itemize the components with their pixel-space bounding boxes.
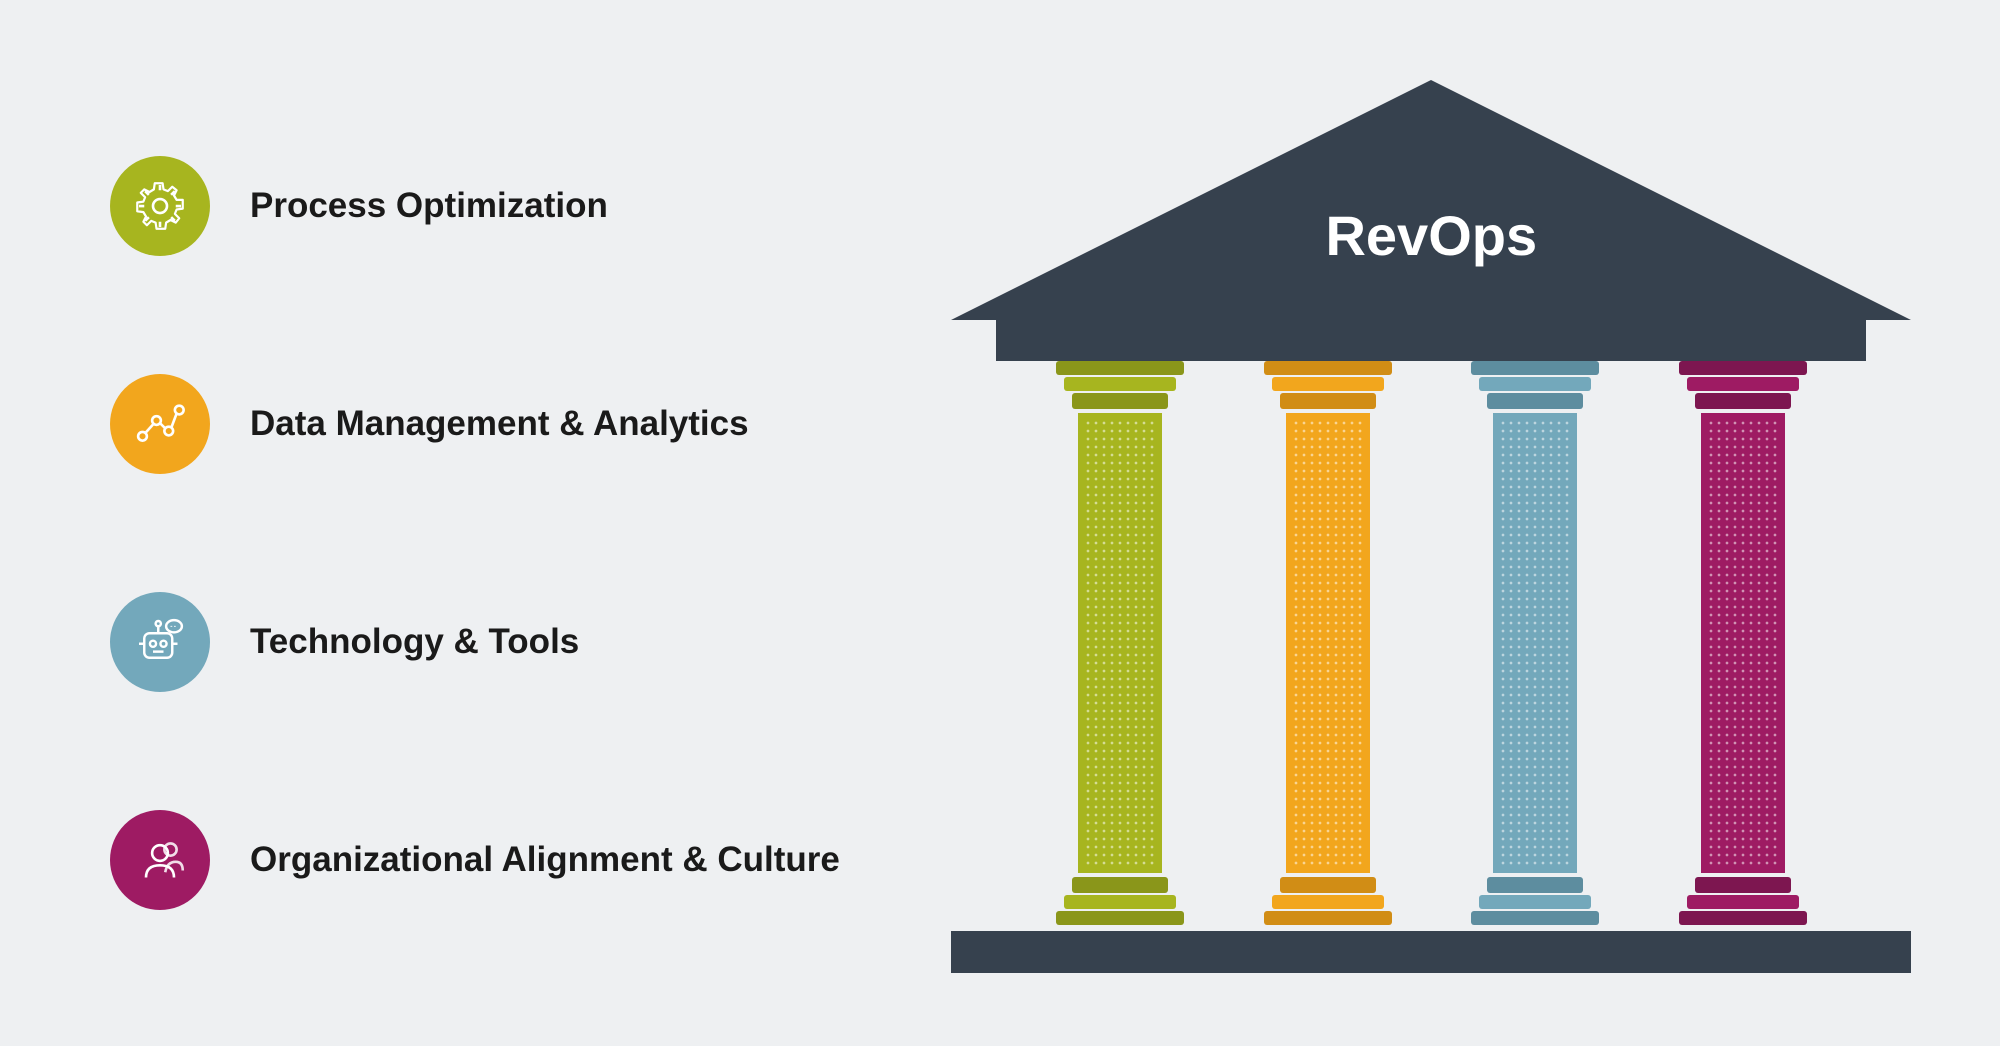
people-icon [110, 810, 210, 910]
legend-item-tech: Technology & Tools [110, 592, 943, 692]
legend-list: Process Optimization Data Management & A… [110, 136, 943, 910]
legend-label: Organizational Alignment & Culture [250, 840, 840, 880]
temple-graphic: RevOps [943, 73, 1920, 973]
temple-roof: RevOps [951, 73, 1911, 320]
pillar-2 [1258, 361, 1398, 931]
pillar-1 [1050, 361, 1190, 931]
legend-item-data: Data Management & Analytics [110, 374, 943, 474]
infographic-container: Process Optimization Data Management & A… [0, 0, 2000, 1046]
pillar-4 [1673, 361, 1813, 931]
legend-item-process: Process Optimization [110, 156, 943, 256]
temple-title: RevOps [951, 203, 1911, 268]
pillars-row [996, 361, 1866, 931]
architrave [996, 320, 1866, 362]
legend-label: Data Management & Analytics [250, 404, 749, 444]
legend-label: Process Optimization [250, 186, 608, 226]
legend-item-org: Organizational Alignment & Culture [110, 810, 943, 910]
legend-label: Technology & Tools [250, 622, 579, 662]
foundation [951, 931, 1911, 973]
pediment [951, 80, 1911, 320]
analytics-icon [110, 374, 210, 474]
gear-icon [110, 156, 210, 256]
pillar-3 [1465, 361, 1605, 931]
robot-icon [110, 592, 210, 692]
